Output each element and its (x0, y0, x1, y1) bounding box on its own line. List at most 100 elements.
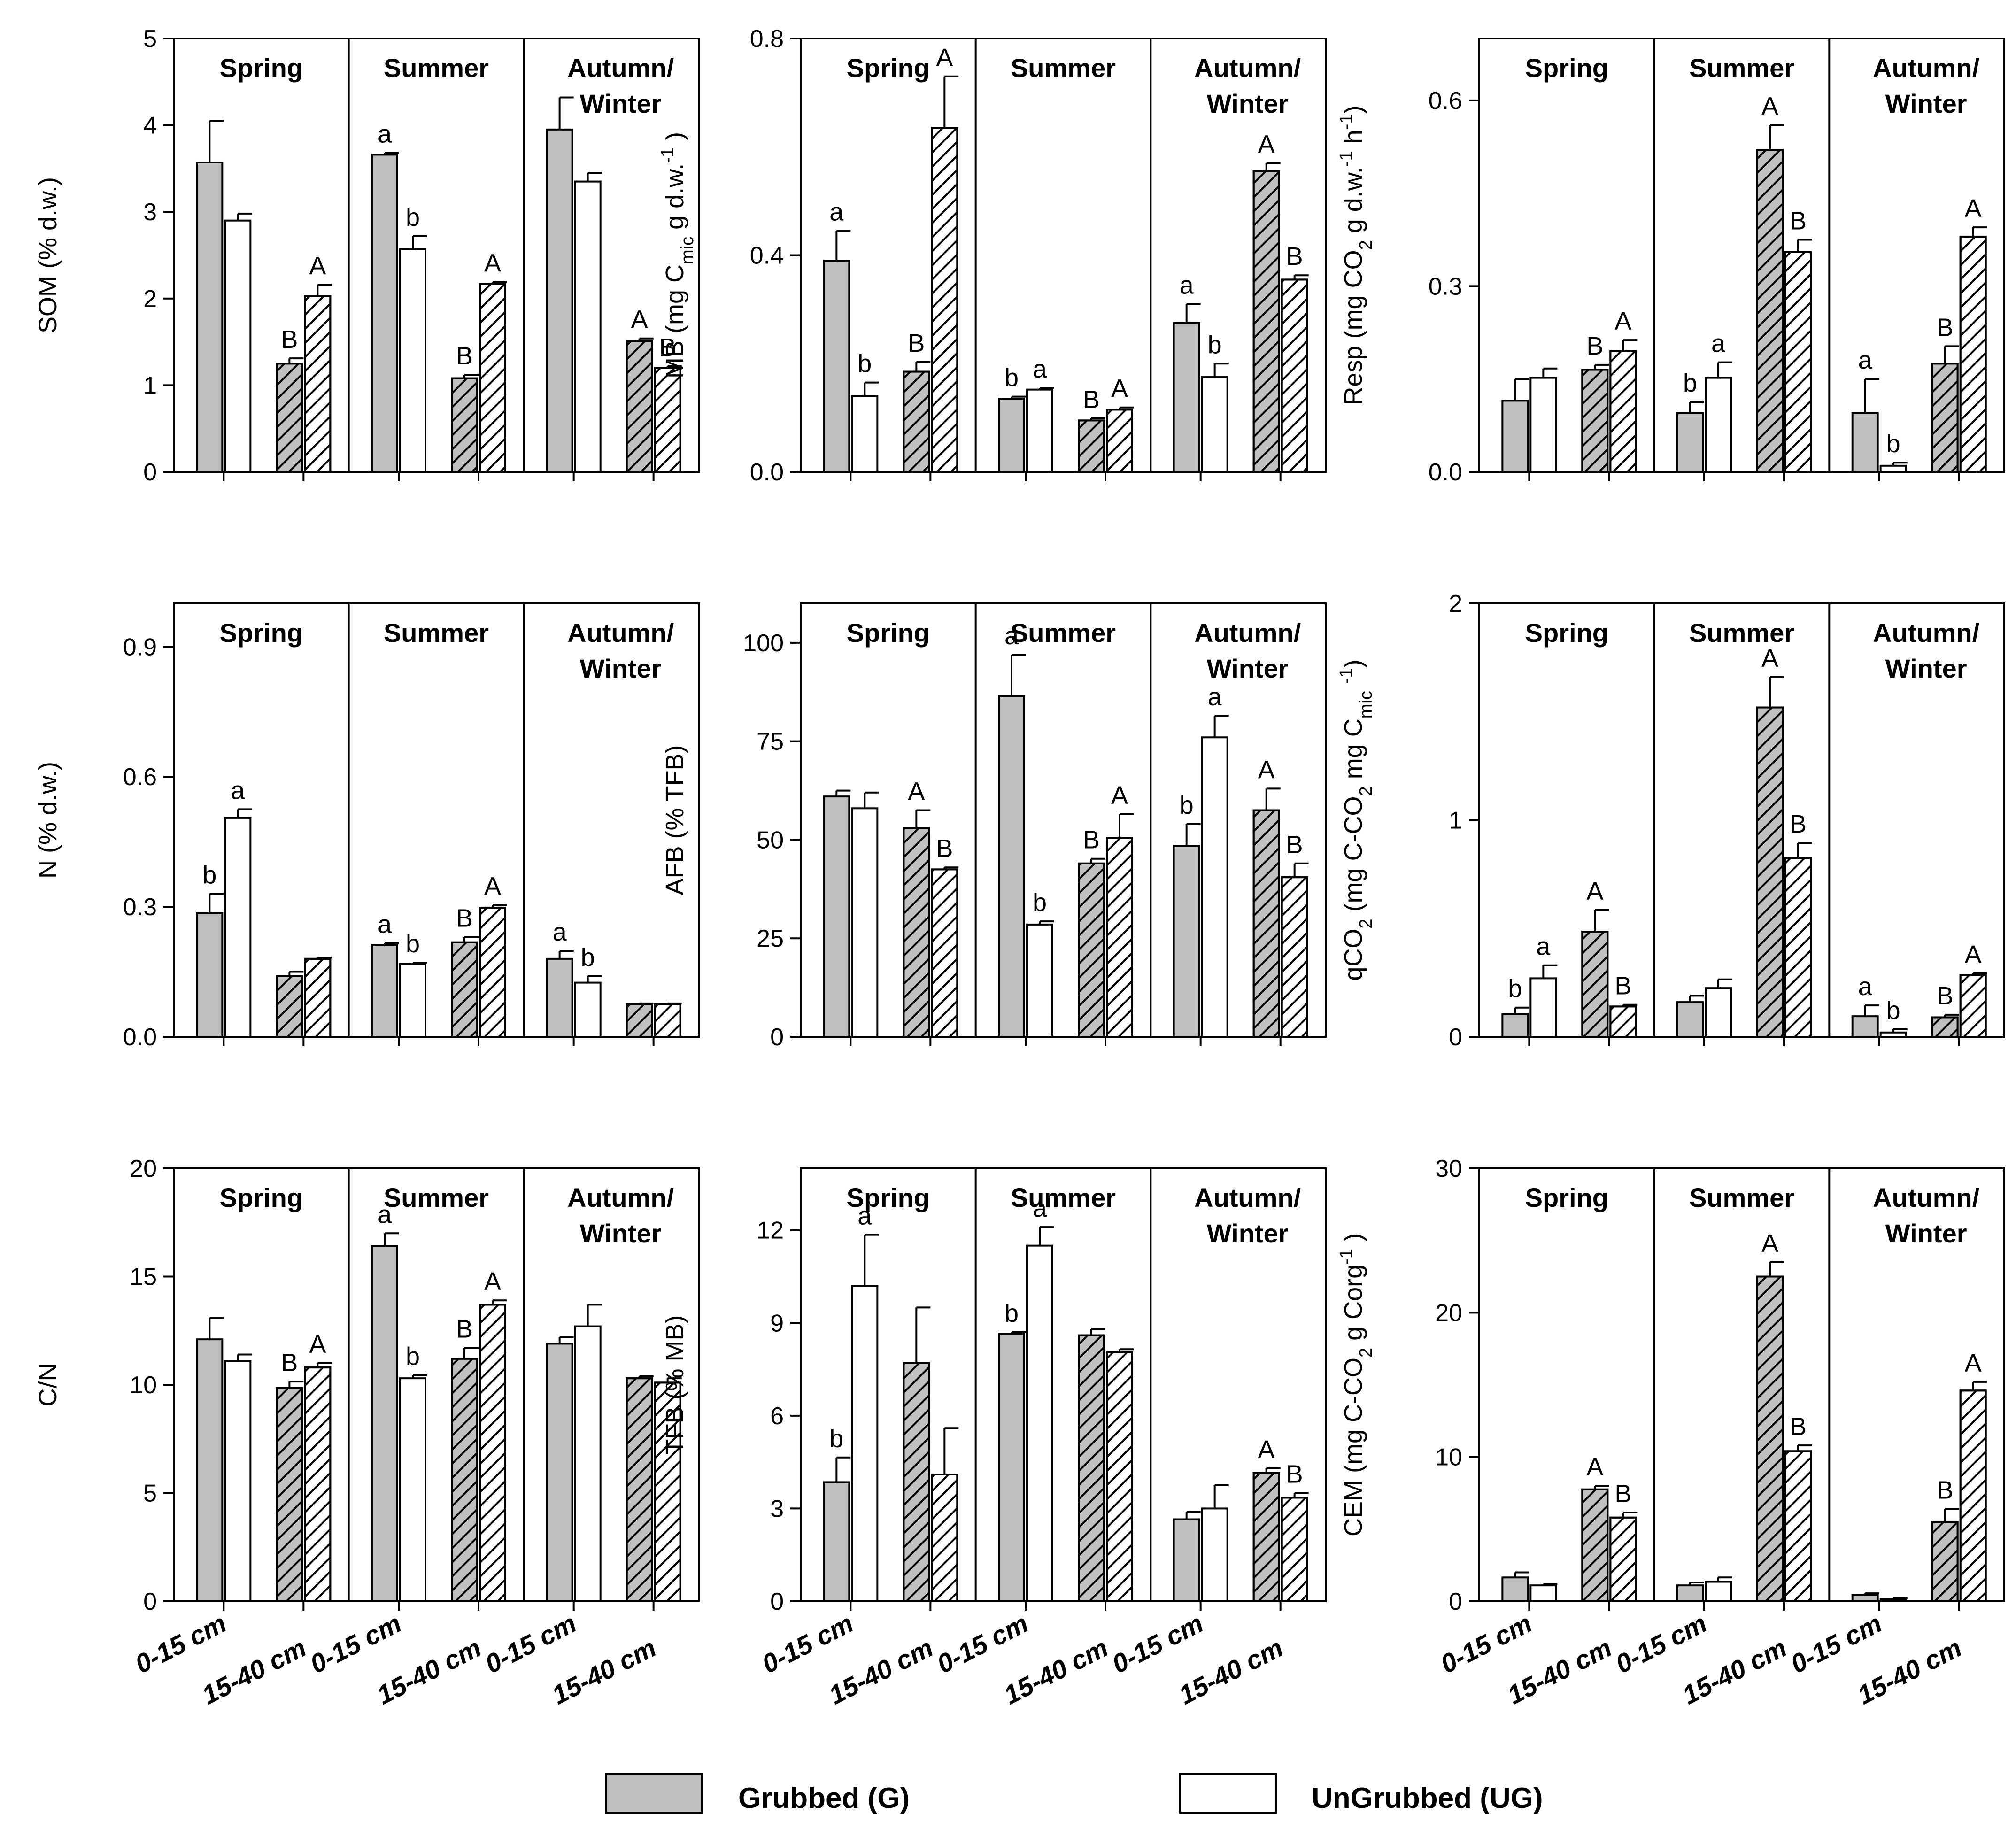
significance-letter-resp: a (1711, 330, 1726, 358)
significance-letter-n: a (378, 911, 392, 939)
bar-hatch-tfb (903, 1362, 930, 1602)
y-tick-label-tfb: 6 (770, 1403, 784, 1430)
bar-mb (998, 398, 1025, 473)
significance-letter-som: A (309, 252, 326, 280)
bar-hatch-qco2 (1609, 1005, 1637, 1038)
bar-n (399, 963, 426, 1038)
significance-letter-cn: B (456, 1315, 473, 1343)
y-tick-label-afb: 75 (757, 728, 784, 756)
y-tick-label-resp: 0.0 (1429, 459, 1462, 486)
y-axis-label-part: -1 (1336, 151, 1356, 167)
y-tick-label-cem: 0 (1449, 1588, 1462, 1615)
y-axis-label-cem: CEM (mg C-CO2 g Corg-1 ) (1336, 1233, 1376, 1536)
y-tick-label-som: 5 (143, 25, 157, 53)
season-title-qco2: Spring (1525, 618, 1608, 648)
significance-letter-mb: b (1208, 331, 1222, 359)
bar-afb (1173, 845, 1200, 1038)
significance-letter-som: B (281, 325, 298, 354)
bar-cem (1501, 1576, 1529, 1603)
bar-hatch-resp (1959, 235, 1987, 473)
y-tick-label-n: 0.3 (123, 894, 157, 921)
bar-hatch-tfb (1252, 1472, 1280, 1602)
season-title-som: Autumn/ (567, 53, 674, 83)
season-title-tfb: Autumn/ (1194, 1183, 1301, 1212)
significance-letter-n: b (406, 930, 420, 958)
significance-letter-cn: B (281, 1349, 298, 1377)
y-tick-label-n: 0.9 (123, 633, 157, 661)
significance-letter-n: a (553, 918, 567, 946)
y-tick-label-cn: 20 (130, 1155, 157, 1182)
bar-hatch-resp (1931, 363, 1959, 473)
y-axis-label-part: C/N (34, 1363, 62, 1407)
bar-cn (574, 1325, 602, 1602)
significance-letter-mb: a (1180, 271, 1194, 299)
season-title-mb: Spring (847, 53, 930, 83)
significance-letter-qco2: a (1536, 933, 1551, 961)
significance-letter-mb: a (829, 198, 844, 226)
significance-letter-qco2: A (1761, 644, 1778, 672)
season-title-cem: Winter (1885, 1219, 1967, 1248)
season-title-afb: Summer (1011, 618, 1116, 648)
season-title-cem: Autumn/ (1873, 1183, 1980, 1212)
x-category-label-cn: 0-15 cm (305, 1608, 406, 1679)
legend-swatch-grubbed (605, 1773, 703, 1814)
season-title-resp: Spring (1525, 53, 1608, 83)
bar-mb (1201, 376, 1228, 473)
bar-hatch-tfb (931, 1473, 958, 1602)
y-axis-label-part: qCO (1339, 929, 1367, 981)
x-category-label-tfb: 15-40 cm (999, 1633, 1112, 1710)
y-axis-label-part: SOM (% d.w.) (34, 177, 62, 333)
season-title-resp: Autumn/ (1873, 53, 1980, 83)
y-tick-label-tfb: 0 (770, 1588, 784, 1615)
bar-cem (1676, 1584, 1704, 1603)
bar-hatch-tfb (1106, 1351, 1133, 1603)
bar-tfb (998, 1333, 1025, 1602)
legend-label-ungrubbed: UnGrubbed (UG) (1312, 1782, 1543, 1814)
x-category-label-cem: 0-15 cm (1436, 1608, 1536, 1679)
y-tick-label-n: 0.6 (123, 764, 157, 791)
y-axis-label-part: mic (1356, 691, 1376, 718)
bar-hatch-afb (903, 827, 930, 1038)
bar-hatch-som (654, 367, 681, 473)
significance-letter-mb: b (1004, 364, 1019, 392)
bar-n (546, 957, 573, 1038)
y-axis-label-part: mg C (1339, 718, 1367, 786)
significance-letter-qco2: B (1790, 810, 1807, 838)
significance-letter-afb: A (908, 778, 925, 806)
y-tick-label-som: 0 (143, 459, 157, 486)
significance-letter-cem: A (1586, 1453, 1603, 1481)
legend-swatch-ungrubbed (1179, 1773, 1277, 1814)
bar-n (574, 981, 602, 1038)
significance-letter-tfb: a (1033, 1194, 1047, 1222)
season-title-cn: Spring (220, 1183, 303, 1212)
significance-letter-cem: B (1937, 1476, 1954, 1504)
significance-letter-n: a (231, 776, 245, 804)
bar-som (196, 161, 224, 473)
season-title-tfb: Winter (1207, 1219, 1289, 1248)
y-tick-label-resp: 0.3 (1429, 273, 1462, 300)
bar-n (196, 912, 224, 1038)
significance-letter-cem: B (1614, 1480, 1631, 1508)
significance-letter-n: B (456, 904, 473, 933)
y-tick-label-tfb: 9 (770, 1310, 784, 1337)
bar-hatch-qco2 (1784, 857, 1812, 1038)
bar-qco2 (1529, 977, 1557, 1038)
plot-frame-cem (1478, 1167, 2005, 1602)
x-category-label-cn: 0-15 cm (480, 1608, 581, 1679)
significance-letter-qco2: A (1586, 877, 1603, 905)
bar-hatch-mb (903, 370, 930, 473)
significance-letter-afb: a (1208, 683, 1222, 711)
bar-hatch-resp (1784, 251, 1812, 473)
y-axis-label-part: ) (661, 132, 689, 147)
significance-letter-cem: A (1965, 1349, 1982, 1377)
panel-mb: 0.00.40.8MB (mg Cmic g d.w.-1 )SpringabB… (658, 25, 1327, 486)
bar-hatch-afb (1281, 876, 1308, 1038)
season-title-cn: Winter (580, 1219, 662, 1248)
bar-hatch-cn (304, 1366, 332, 1603)
y-tick-label-cem: 30 (1435, 1155, 1462, 1182)
season-title-n: Spring (220, 618, 303, 648)
bar-hatch-cem (1581, 1488, 1609, 1602)
bar-hatch-som (451, 377, 478, 473)
y-axis-label-tfb: TFB (% MB) (661, 1315, 689, 1455)
